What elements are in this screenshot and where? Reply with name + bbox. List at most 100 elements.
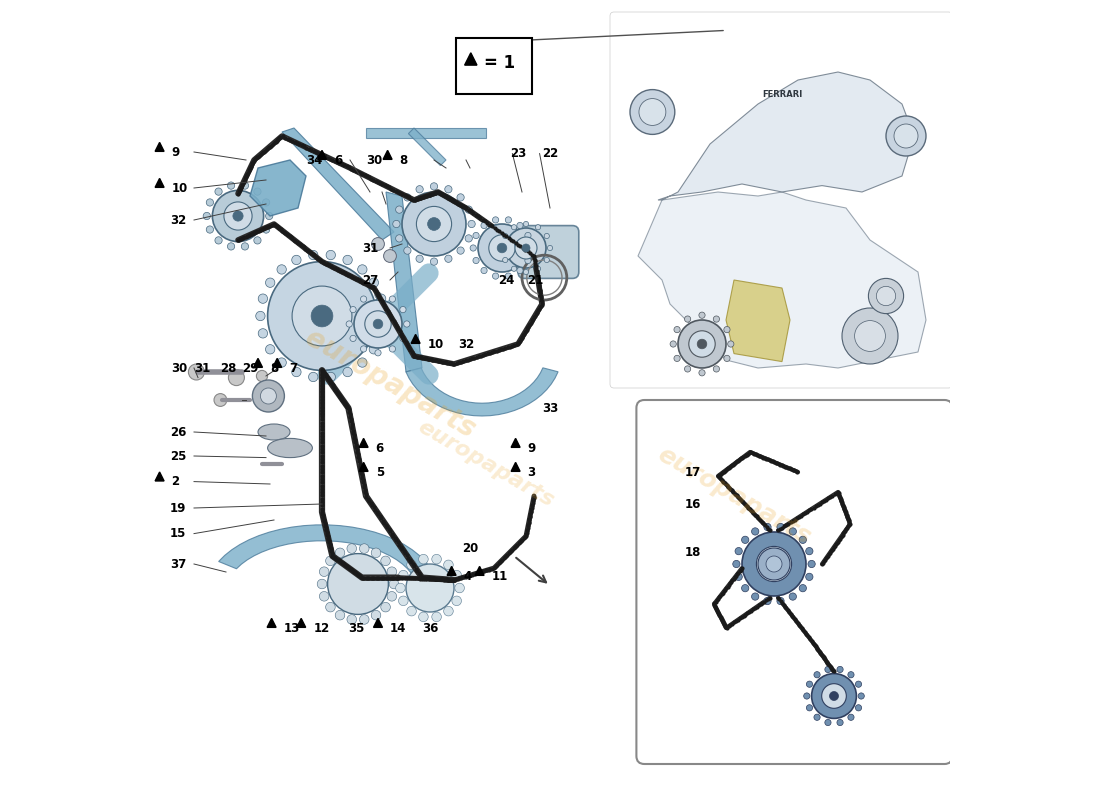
Circle shape xyxy=(336,610,344,620)
Text: 19: 19 xyxy=(170,502,186,514)
Circle shape xyxy=(829,691,838,701)
Circle shape xyxy=(399,306,406,313)
Circle shape xyxy=(432,554,441,564)
Circle shape xyxy=(524,270,529,274)
Circle shape xyxy=(689,331,715,357)
Circle shape xyxy=(805,574,813,581)
Text: 22: 22 xyxy=(542,147,558,160)
Circle shape xyxy=(630,90,674,134)
Polygon shape xyxy=(359,462,369,471)
Circle shape xyxy=(855,321,886,351)
Circle shape xyxy=(263,199,270,206)
Circle shape xyxy=(478,224,526,272)
Circle shape xyxy=(512,266,517,271)
Circle shape xyxy=(674,355,680,362)
Circle shape xyxy=(825,719,832,726)
Circle shape xyxy=(454,583,464,593)
Circle shape xyxy=(417,206,452,242)
Circle shape xyxy=(735,547,743,554)
Polygon shape xyxy=(475,566,484,575)
Circle shape xyxy=(265,278,275,287)
Circle shape xyxy=(389,346,396,352)
Circle shape xyxy=(370,278,378,287)
Polygon shape xyxy=(267,618,276,627)
Circle shape xyxy=(698,370,705,376)
Circle shape xyxy=(432,612,441,622)
Circle shape xyxy=(398,570,408,580)
Circle shape xyxy=(481,267,487,274)
Ellipse shape xyxy=(258,424,290,440)
Circle shape xyxy=(473,232,480,238)
Circle shape xyxy=(350,335,356,342)
Circle shape xyxy=(358,358,367,367)
Circle shape xyxy=(674,326,680,333)
Circle shape xyxy=(381,556,390,566)
Circle shape xyxy=(522,244,530,252)
Circle shape xyxy=(444,255,452,262)
Circle shape xyxy=(812,674,857,718)
Text: 9: 9 xyxy=(172,146,180,158)
Polygon shape xyxy=(253,358,263,367)
Circle shape xyxy=(398,596,408,606)
Polygon shape xyxy=(406,368,558,416)
Circle shape xyxy=(741,536,749,543)
Polygon shape xyxy=(155,472,164,481)
Polygon shape xyxy=(273,358,282,367)
Circle shape xyxy=(206,226,213,233)
Circle shape xyxy=(789,593,796,600)
Text: 10: 10 xyxy=(428,338,443,350)
Circle shape xyxy=(365,310,392,338)
Circle shape xyxy=(265,345,275,354)
Text: 31: 31 xyxy=(362,242,378,254)
Circle shape xyxy=(848,672,854,678)
Circle shape xyxy=(419,554,428,564)
Text: 30: 30 xyxy=(366,154,383,166)
Circle shape xyxy=(229,370,244,386)
Circle shape xyxy=(808,560,815,568)
Text: 12: 12 xyxy=(314,622,330,634)
Circle shape xyxy=(371,610,381,620)
Circle shape xyxy=(742,532,806,596)
Circle shape xyxy=(258,329,267,338)
Circle shape xyxy=(261,388,276,404)
Circle shape xyxy=(524,222,529,226)
Circle shape xyxy=(465,206,472,214)
Circle shape xyxy=(212,190,264,242)
Circle shape xyxy=(481,222,487,229)
Circle shape xyxy=(254,188,261,195)
Text: 14: 14 xyxy=(390,622,406,634)
Circle shape xyxy=(399,335,406,342)
Circle shape xyxy=(503,234,508,238)
Circle shape xyxy=(214,237,222,244)
Circle shape xyxy=(777,598,784,605)
Circle shape xyxy=(763,598,771,605)
Text: 33: 33 xyxy=(542,402,558,414)
Circle shape xyxy=(868,278,903,314)
Text: 26: 26 xyxy=(170,426,186,438)
Circle shape xyxy=(402,192,466,256)
Polygon shape xyxy=(374,618,383,627)
Polygon shape xyxy=(386,192,422,372)
Circle shape xyxy=(670,341,676,347)
Circle shape xyxy=(233,211,243,221)
Circle shape xyxy=(258,294,267,303)
Polygon shape xyxy=(297,618,306,627)
Text: 8: 8 xyxy=(270,362,278,374)
Circle shape xyxy=(326,372,336,382)
Circle shape xyxy=(804,693,810,699)
Circle shape xyxy=(389,296,396,302)
Circle shape xyxy=(228,182,234,190)
Text: europaparts: europaparts xyxy=(415,417,558,511)
Circle shape xyxy=(751,528,759,535)
Polygon shape xyxy=(383,150,392,159)
Circle shape xyxy=(837,666,844,673)
Polygon shape xyxy=(447,566,456,575)
Circle shape xyxy=(389,579,399,589)
Polygon shape xyxy=(250,160,306,216)
Text: 18: 18 xyxy=(684,546,701,558)
Circle shape xyxy=(814,714,821,720)
Circle shape xyxy=(370,345,378,354)
Circle shape xyxy=(814,672,821,678)
Circle shape xyxy=(263,226,270,233)
Polygon shape xyxy=(359,438,369,447)
